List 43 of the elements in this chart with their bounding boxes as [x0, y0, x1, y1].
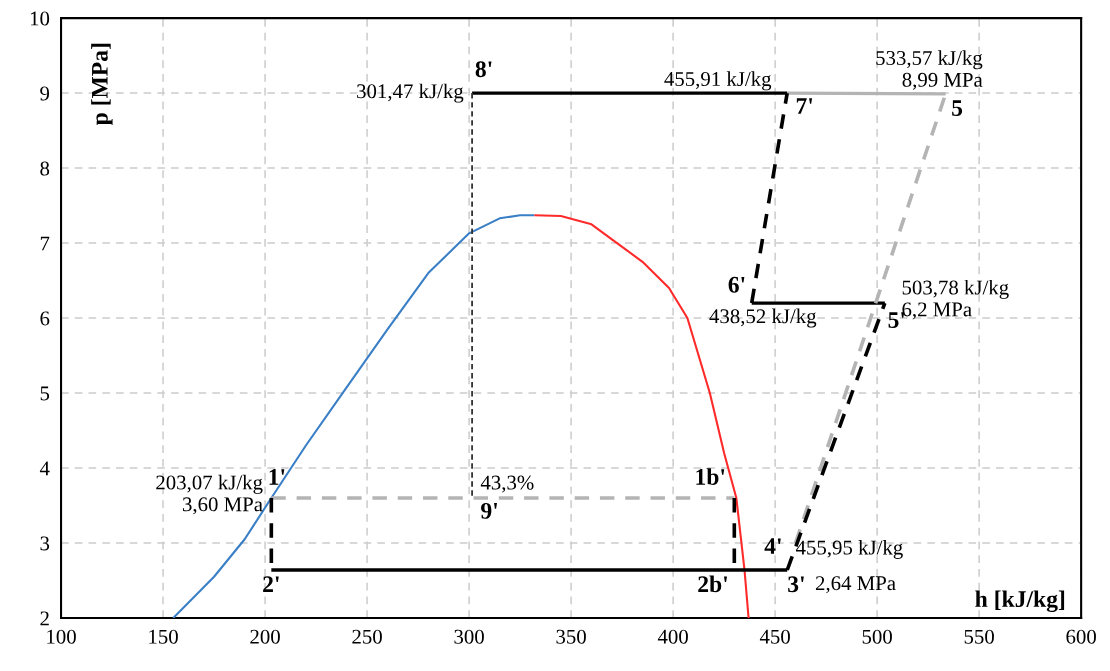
y-tick-label: 8	[40, 161, 50, 176]
annotation: 533,57 kJ/kg 8,99 MPa	[876, 50, 983, 90]
annotation: 2,64 MPa	[815, 576, 896, 594]
annotation: 455,91 kJ/kg	[664, 71, 772, 91]
x-tick-label: 350	[556, 629, 586, 644]
x-tick-label: 600	[1066, 629, 1096, 644]
x-tick-label: 250	[352, 629, 382, 644]
y-tick-label: 3	[40, 536, 50, 551]
y-tick-label: 9	[40, 86, 50, 101]
annotation: 5	[952, 100, 963, 117]
annotation: 301,47 kJ/kg	[357, 83, 464, 103]
x-tick-label: 550	[964, 629, 994, 644]
annotation: 503,78 kJ/kg 6,2 MPa	[902, 279, 1009, 320]
x-tick-label: 400	[657, 629, 688, 644]
y-axis-title: p [MPa]	[91, 43, 113, 126]
y-tick-label: 5	[40, 386, 50, 401]
annotation: 8'	[475, 61, 492, 78]
annotation: 9'	[481, 502, 497, 519]
annotation: 7'	[796, 98, 813, 114]
x-tick-label: 300	[454, 629, 484, 644]
annotation: 2'	[263, 576, 279, 592]
y-tick-label: 7	[40, 236, 50, 251]
y-tick-label: 2	[40, 611, 49, 626]
annotation: 203,07 kJ/kg 3,60 MPa	[156, 474, 263, 515]
x-tick-label: 500	[862, 629, 892, 644]
y-tick-label: 10	[30, 11, 50, 26]
annotation: 2b'	[698, 575, 727, 593]
x-tick-label: 450	[759, 629, 790, 644]
x-tick-label: 200	[250, 629, 280, 644]
annotation: 1'	[269, 469, 285, 485]
annotation: 1b'	[696, 468, 725, 485]
y-tick-label: 6	[40, 311, 50, 326]
annotation: 6'	[728, 276, 745, 293]
annotation: 3'	[788, 576, 804, 593]
annotation: 43,3%	[480, 475, 534, 493]
annotation: 438,52 kJ/kg	[709, 308, 817, 328]
x-axis-title: h [kJ/kg]	[975, 590, 1065, 612]
y-tick-label: 4	[39, 461, 50, 476]
annotation: 4'	[764, 538, 781, 554]
x-tick-label: 150	[149, 629, 178, 644]
x-tick-label: 100	[47, 629, 76, 644]
annotation: 455,95 kJ/kg	[795, 539, 903, 559]
annotation: 5'	[888, 312, 905, 329]
